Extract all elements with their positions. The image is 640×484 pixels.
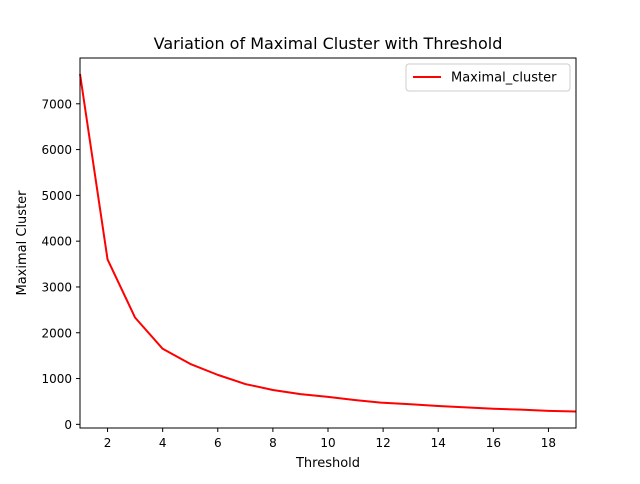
legend-label-maximal-cluster: Maximal_cluster xyxy=(451,71,557,86)
x-tick-label: 12 xyxy=(375,436,390,450)
y-tick-label: 7000 xyxy=(41,97,72,111)
y-tick-label: 2000 xyxy=(41,326,72,340)
x-tick-label: 16 xyxy=(486,436,501,450)
x-tick-label: 2 xyxy=(104,436,112,450)
chart-title: Variation of Maximal Cluster with Thresh… xyxy=(154,34,503,53)
x-tick-label: 10 xyxy=(320,436,335,450)
y-axis-ticks: 0 1000 2000 3000 4000 5000 6000 7000 xyxy=(41,97,80,432)
y-tick-label: 3000 xyxy=(41,280,72,294)
y-tick-label: 5000 xyxy=(41,189,72,203)
y-tick-label: 1000 xyxy=(41,372,72,386)
legend: Maximal_cluster xyxy=(405,63,571,92)
legend-box xyxy=(405,63,571,92)
x-tick-label: 18 xyxy=(541,436,556,450)
plot-area xyxy=(79,73,577,413)
x-tick-label: 4 xyxy=(159,436,167,450)
x-axis-label: Threshold xyxy=(295,456,360,471)
x-tick-label: 8 xyxy=(269,436,277,450)
y-axis-label: Maximal Cluster xyxy=(15,190,30,296)
series-line-maximal-cluster xyxy=(79,73,577,413)
x-tick-label: 6 xyxy=(214,436,222,450)
y-tick-label: 6000 xyxy=(41,143,72,157)
x-axis-ticks: 2 4 6 8 10 12 14 16 18 xyxy=(104,428,556,450)
x-tick-label: 14 xyxy=(431,436,446,450)
y-tick-label: 4000 xyxy=(41,235,72,249)
y-tick-label: 0 xyxy=(64,418,72,432)
